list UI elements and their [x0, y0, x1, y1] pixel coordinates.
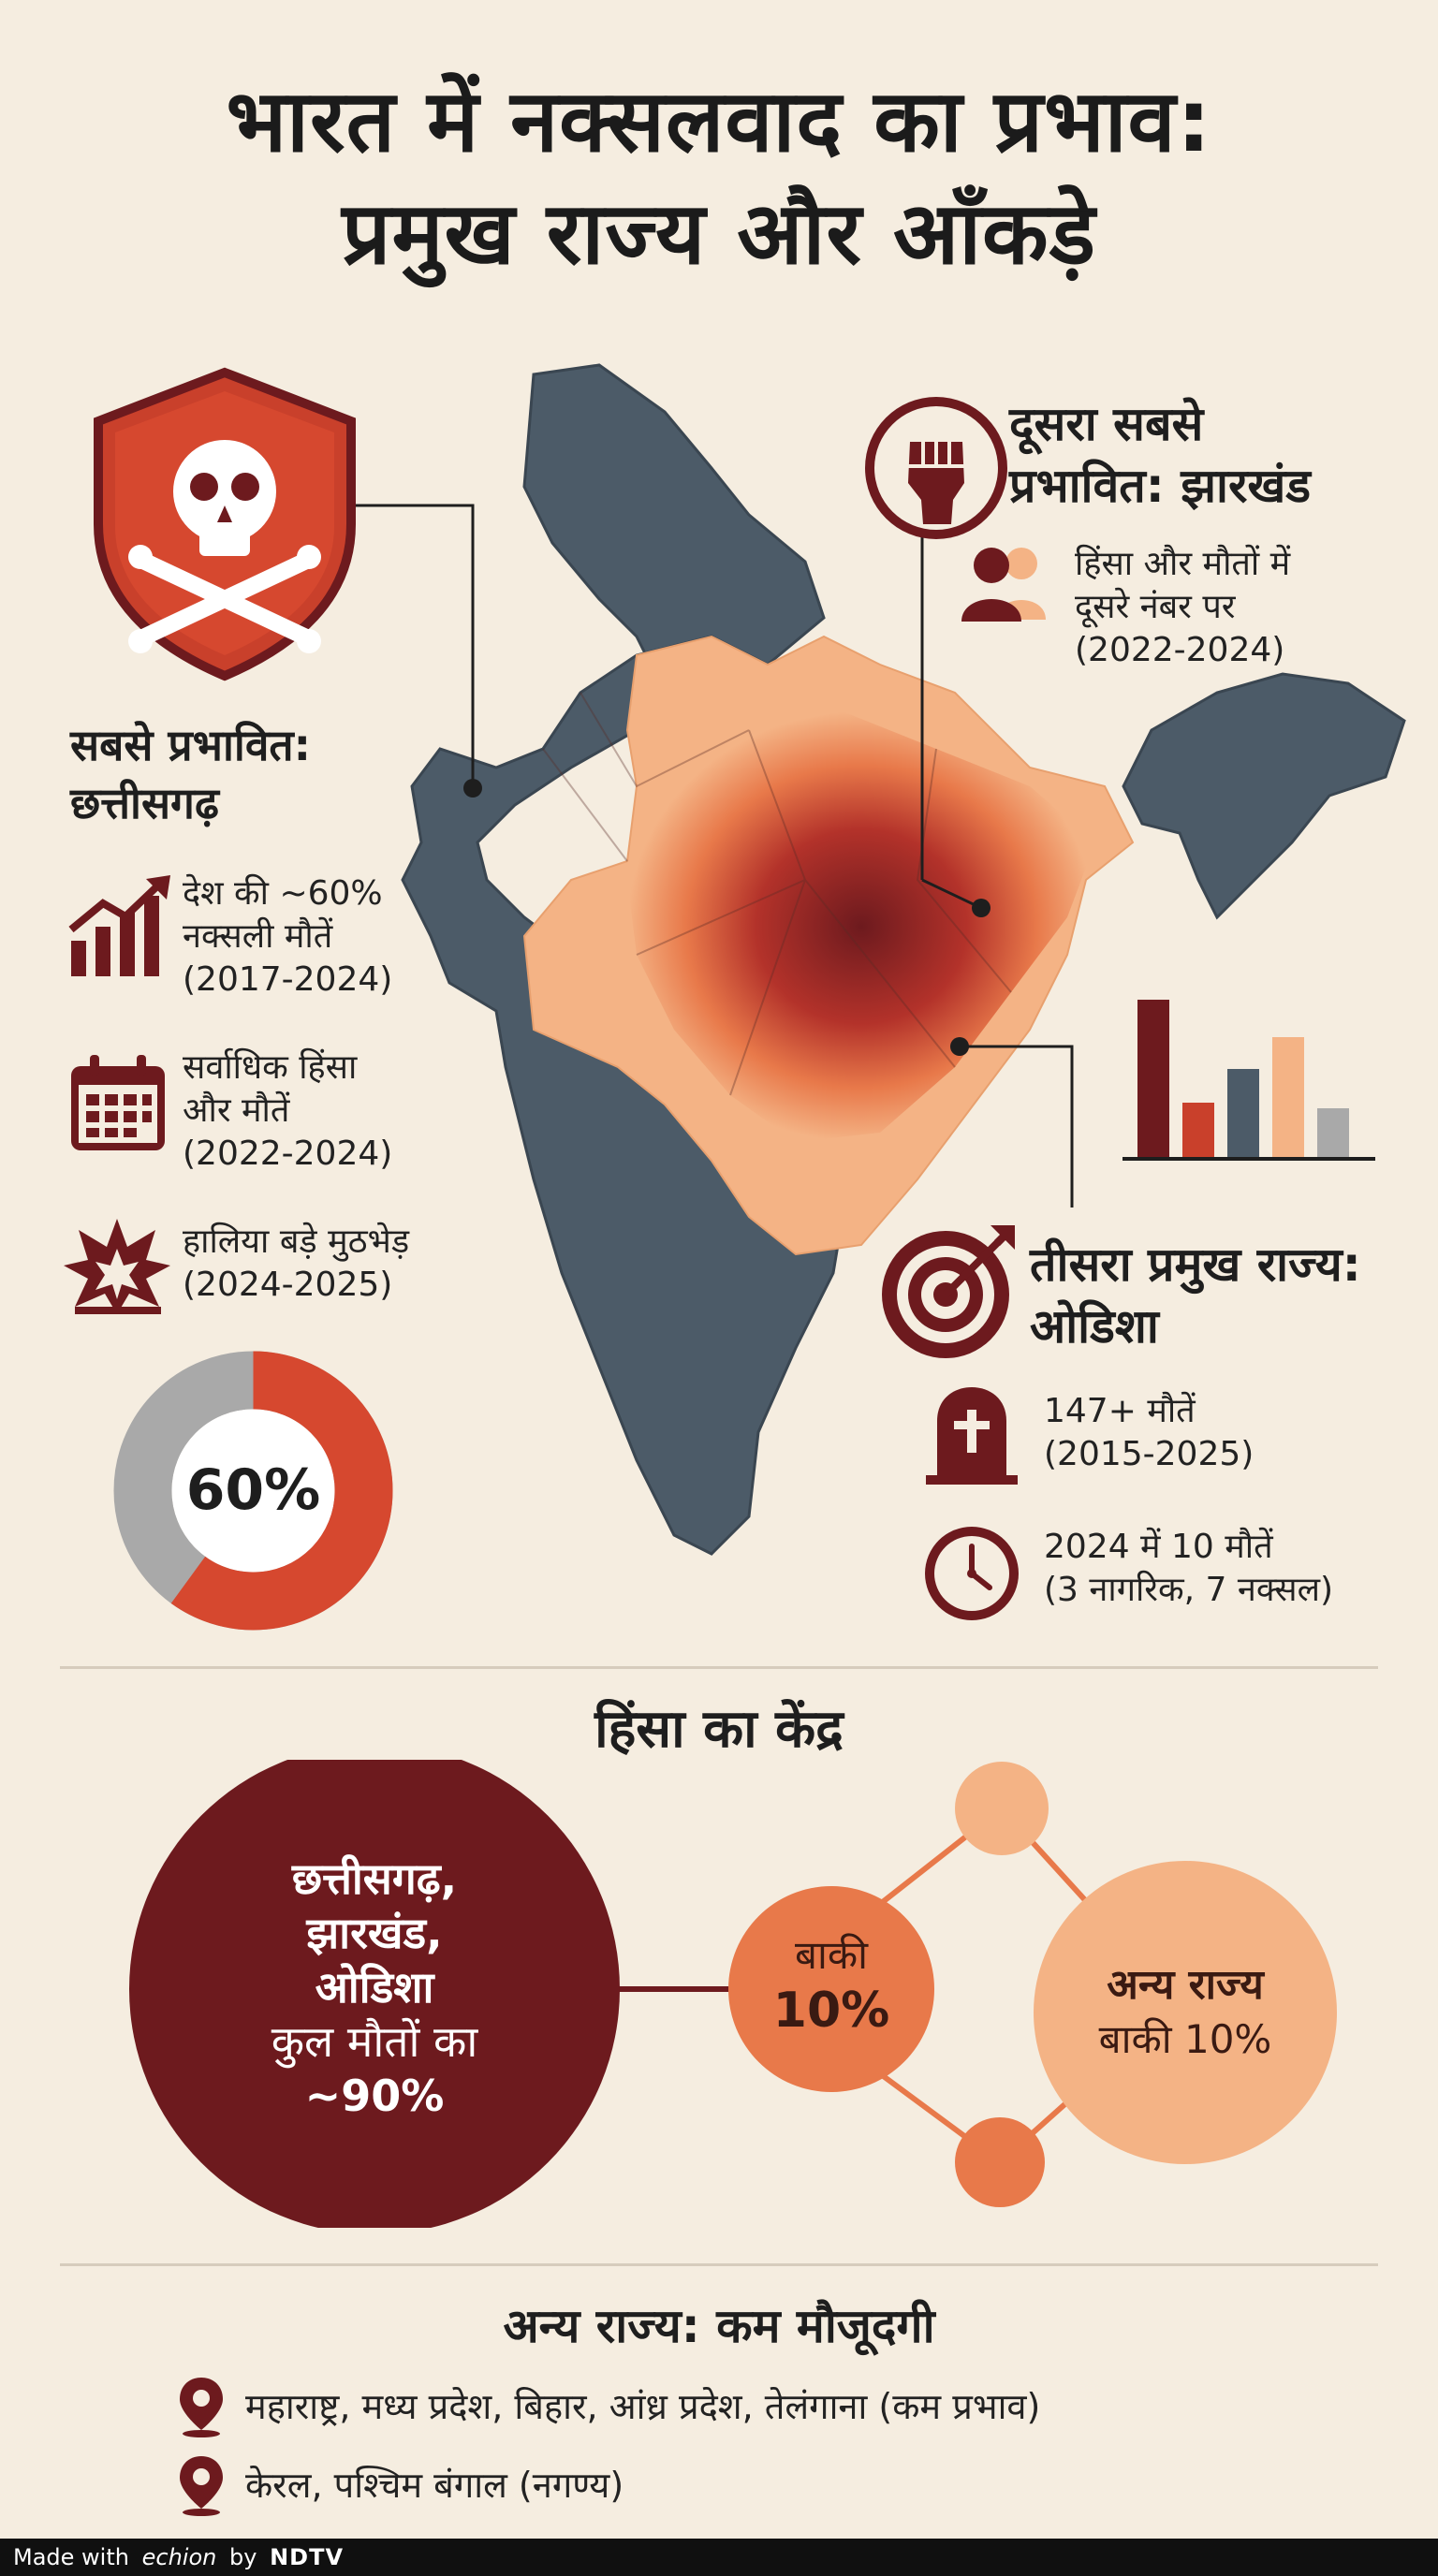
decorative-bar-chart — [1123, 1000, 1375, 1161]
target-icon — [882, 1225, 1015, 1358]
india-map — [401, 363, 1406, 1556]
footer-brand[interactable]: echion — [141, 2544, 217, 2570]
raised-fist-icon — [865, 397, 1007, 539]
small-circle-top — [955, 1762, 1049, 1855]
center-heading: हिंसा का केंद्र — [594, 1699, 844, 1760]
footer-credit: Made with echion by NDTV — [13, 2544, 344, 2570]
clock-icon — [925, 1527, 1019, 1620]
footer-bar: Made with echion by NDTV — [0, 2539, 1438, 2576]
page-title: भारत में नक्सलवाद का प्रभाव: प्रमुख राज्… — [0, 66, 1438, 290]
donut-value-arc — [113, 1351, 393, 1631]
chhattisgarh-heading: सबसे प्रभावित: छत्तीसगढ़ — [70, 720, 312, 828]
tombstone-icon — [926, 1387, 1018, 1485]
odisha-stat-deaths: 147+ मौतें (2015-2025) — [1044, 1392, 1255, 1473]
growth-chart-icon — [68, 875, 170, 976]
footer-by: by — [228, 2544, 257, 2570]
stat-chhattisgarh-encounters: हालिया बड़े मुठभेड़ (2024-2025) — [183, 1222, 410, 1304]
stat-chhattisgarh-deaths: देश की ~60% नक्सली मौतें (2017-2024) — [183, 874, 393, 999]
title-line-2: प्रमुख राज्य और आँकड़े — [342, 183, 1096, 284]
people-icon — [961, 548, 1046, 622]
big-circle-text: छत्तीसगढ़, झारखंड, ओडिशा कुल मौतों का ~9… — [271, 1853, 478, 2121]
center-graphic — [129, 1760, 1337, 2228]
skull-shield-icon — [94, 367, 356, 681]
location-pin-icon — [180, 2456, 223, 2516]
map-heat-core — [627, 711, 1095, 1142]
odisha-stat-2024: 2024 में 10 मौतें (3 नागरिक, 7 नक्सल) — [1044, 1528, 1334, 1609]
donut-label: 60% — [185, 1457, 321, 1523]
explosion-icon — [64, 1219, 170, 1314]
jharkhand-stat: हिंसा और मौतों में दूसरे नंबर पर (2022-2… — [1075, 545, 1291, 669]
title-line-1: भारत में नक्सलवाद का प्रभाव: — [226, 71, 1212, 171]
jharkhand-heading: दूसरा सबसे प्रभावित: झारखंड — [1009, 397, 1312, 513]
right-circle — [1034, 1861, 1337, 2164]
mid-circle-text: बाकी 10% — [772, 1932, 890, 2039]
right-circle-text: अन्य राज्य बाकी 10% — [1098, 1961, 1272, 2062]
other-states-item-1: महाराष्ट्र, मध्य प्रदेश, बिहार, आंध्र प्… — [245, 2386, 1041, 2427]
footer-made-with: Made with — [13, 2544, 129, 2570]
odisha-heading: तीसरा प्रमुख राज्य: ओडिशा — [1030, 1237, 1361, 1354]
connector-lines — [354, 504, 1074, 1208]
stat-chhattisgarh-violence: सर्वाधिक हिंसा और मौतें (2022-2024) — [183, 1048, 393, 1173]
small-circle-bottom — [955, 2117, 1045, 2207]
calendar-icon — [71, 1055, 165, 1150]
section-divider-1 — [60, 1666, 1378, 1669]
section-divider-2 — [60, 2263, 1378, 2266]
footer-partner-logo[interactable]: NDTV — [270, 2544, 345, 2570]
map-northeast-region — [1122, 672, 1406, 920]
mid-circle — [728, 1886, 934, 2092]
other-states-heading: अन्य राज्य: कम मौजूदगी — [503, 2299, 935, 2353]
donut-chart-60 — [113, 1351, 393, 1631]
location-pin-icon — [180, 2378, 223, 2437]
big-circle — [129, 1760, 620, 2228]
other-states-item-2: केरल, पश्चिम बंगाल (नगण्य) — [245, 2465, 624, 2506]
